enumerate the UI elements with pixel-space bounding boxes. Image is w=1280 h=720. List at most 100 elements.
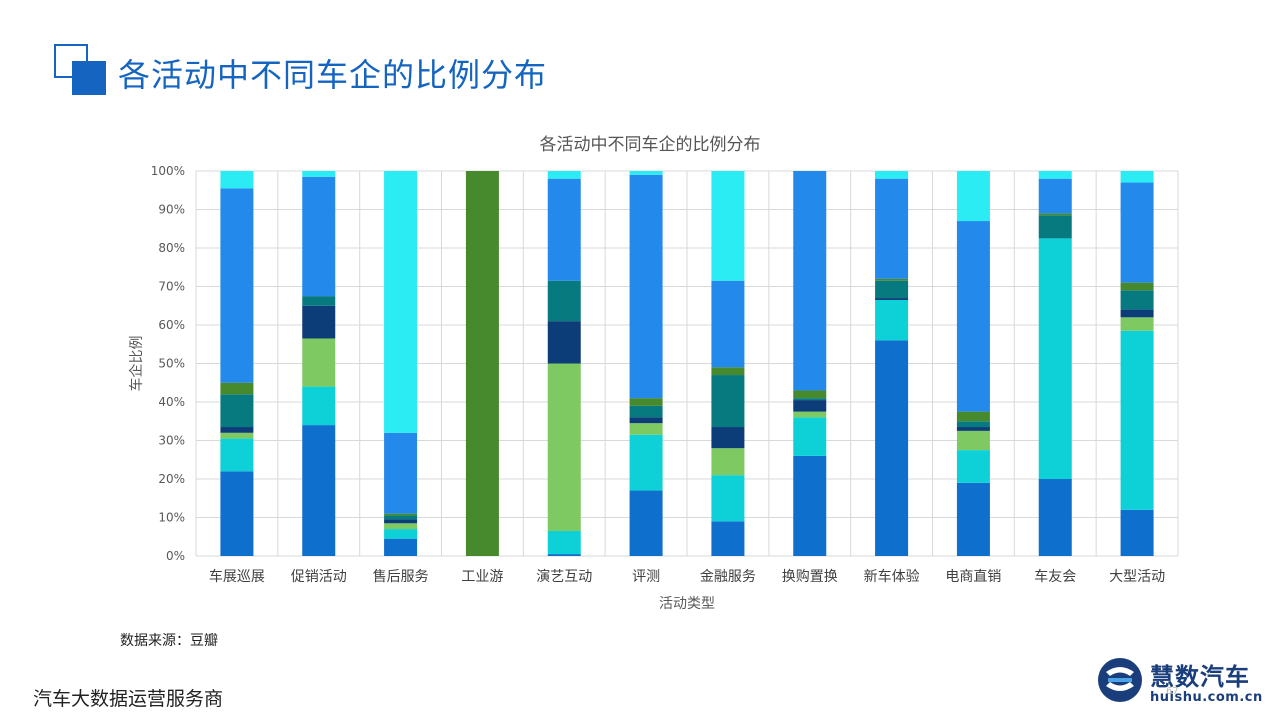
bar-segment — [711, 171, 745, 281]
x-tick-label: 评测 — [632, 569, 660, 585]
bar-segment — [1120, 309, 1154, 318]
bar-segment — [547, 530, 581, 555]
bar-segment — [384, 519, 418, 524]
y-tick-label: 0% — [166, 549, 185, 563]
bar-segment — [220, 188, 254, 383]
x-axis-title: 活动类型 — [659, 596, 715, 612]
bar-segment — [1120, 282, 1154, 291]
x-tick-label: 新车体验 — [864, 568, 920, 585]
bar-segment — [711, 448, 745, 476]
y-tick-label: 80% — [158, 241, 185, 255]
y-tick-label: 100% — [151, 164, 185, 178]
bar-segment — [956, 482, 990, 556]
bar-segment — [711, 375, 745, 428]
bar-segment — [302, 425, 336, 556]
bar-segment — [711, 521, 745, 556]
bar-segment — [302, 171, 336, 177]
bar-segment — [1120, 182, 1154, 283]
bar-segment — [629, 423, 663, 435]
bar-segment — [956, 171, 990, 222]
bar-segment — [793, 390, 827, 399]
bar-segment — [1038, 178, 1072, 214]
page-title: 各活动中不同车企的比例分布 — [118, 56, 548, 94]
bar-segment — [875, 178, 909, 279]
bar-segment — [711, 427, 745, 449]
bar-segment — [793, 455, 827, 556]
y-axis-title: 车企比例 — [128, 336, 145, 392]
bar-segment — [1038, 215, 1072, 239]
x-tick-label: 售后服务 — [373, 569, 429, 585]
bar-segment — [956, 450, 990, 483]
bar-segment — [220, 382, 254, 395]
bar-segment — [956, 427, 990, 431]
bar-segment — [1120, 290, 1154, 310]
bar-segment — [629, 171, 663, 175]
bar-segment — [875, 171, 909, 179]
chart-title: 各活动中不同车企的比例分布 — [539, 135, 761, 155]
bar-segment — [220, 438, 254, 472]
bar-segment — [220, 471, 254, 556]
y-tick-label: 60% — [158, 318, 185, 332]
bar-segment — [1120, 317, 1154, 331]
bar-segment — [302, 296, 336, 306]
x-tick-label: 车友会 — [1034, 568, 1076, 585]
bar-segment — [465, 171, 499, 556]
bar-segment — [547, 321, 581, 364]
bar-segment — [547, 178, 581, 281]
x-tick-label: 大型活动 — [1109, 569, 1165, 585]
bar-segment — [793, 400, 827, 412]
bar-segment — [711, 475, 745, 522]
bar-segment — [793, 171, 827, 391]
bar-segment — [384, 171, 418, 433]
bar-segment — [956, 411, 990, 422]
bar-segment — [1038, 479, 1072, 556]
bar-segment — [711, 367, 745, 376]
bar-segment — [384, 513, 418, 516]
y-tick-label: 20% — [158, 472, 185, 486]
bar-segment — [547, 171, 581, 179]
title-decoration-filled — [72, 61, 106, 95]
bar-segment — [875, 299, 909, 341]
bar-segment — [629, 174, 663, 399]
y-tick-label: 40% — [158, 395, 185, 409]
bar-segment — [547, 554, 581, 556]
bar-segment — [875, 340, 909, 556]
bar-segment — [384, 432, 418, 514]
x-tick-label: 工业游 — [461, 569, 503, 585]
bar-segment — [1120, 171, 1154, 183]
bar-segment — [1120, 330, 1154, 510]
bar-segment — [875, 278, 909, 281]
brand-url: huishu.com.cn — [1150, 690, 1263, 705]
bar-segment — [302, 338, 336, 387]
bar-segment — [629, 490, 663, 556]
bar-segment — [875, 298, 909, 300]
bar-segment — [1038, 238, 1072, 479]
bar-segment — [384, 515, 418, 520]
x-tick-label: 车展巡展 — [209, 568, 265, 585]
x-tick-label: 换购置换 — [782, 568, 838, 585]
bar-segment — [302, 176, 336, 297]
y-tick-label: 30% — [158, 434, 185, 448]
bar-segment — [956, 430, 990, 451]
bar-segment — [629, 398, 663, 406]
bar-segment — [384, 523, 418, 530]
bar-segment — [547, 363, 581, 531]
bar-segment — [547, 280, 581, 322]
bar-segment — [793, 398, 827, 401]
y-tick-label: 70% — [158, 280, 185, 294]
bar-segment — [956, 421, 990, 428]
bar-segment — [793, 411, 827, 418]
footer-tagline: 汽车大数据运营服务商 — [33, 688, 224, 710]
bar-segment — [220, 432, 254, 439]
y-tick-label: 50% — [158, 357, 185, 371]
bar-segment — [629, 417, 663, 424]
bar-segment — [384, 538, 418, 556]
bar-segment — [220, 427, 254, 433]
page-number: 67 — [1166, 686, 1179, 697]
x-tick-label: 电商直销 — [945, 568, 1001, 585]
bar-segment — [384, 529, 418, 539]
brand-logo-icon — [1098, 658, 1142, 702]
bar-segment — [711, 280, 745, 368]
bar-segment — [793, 417, 827, 456]
